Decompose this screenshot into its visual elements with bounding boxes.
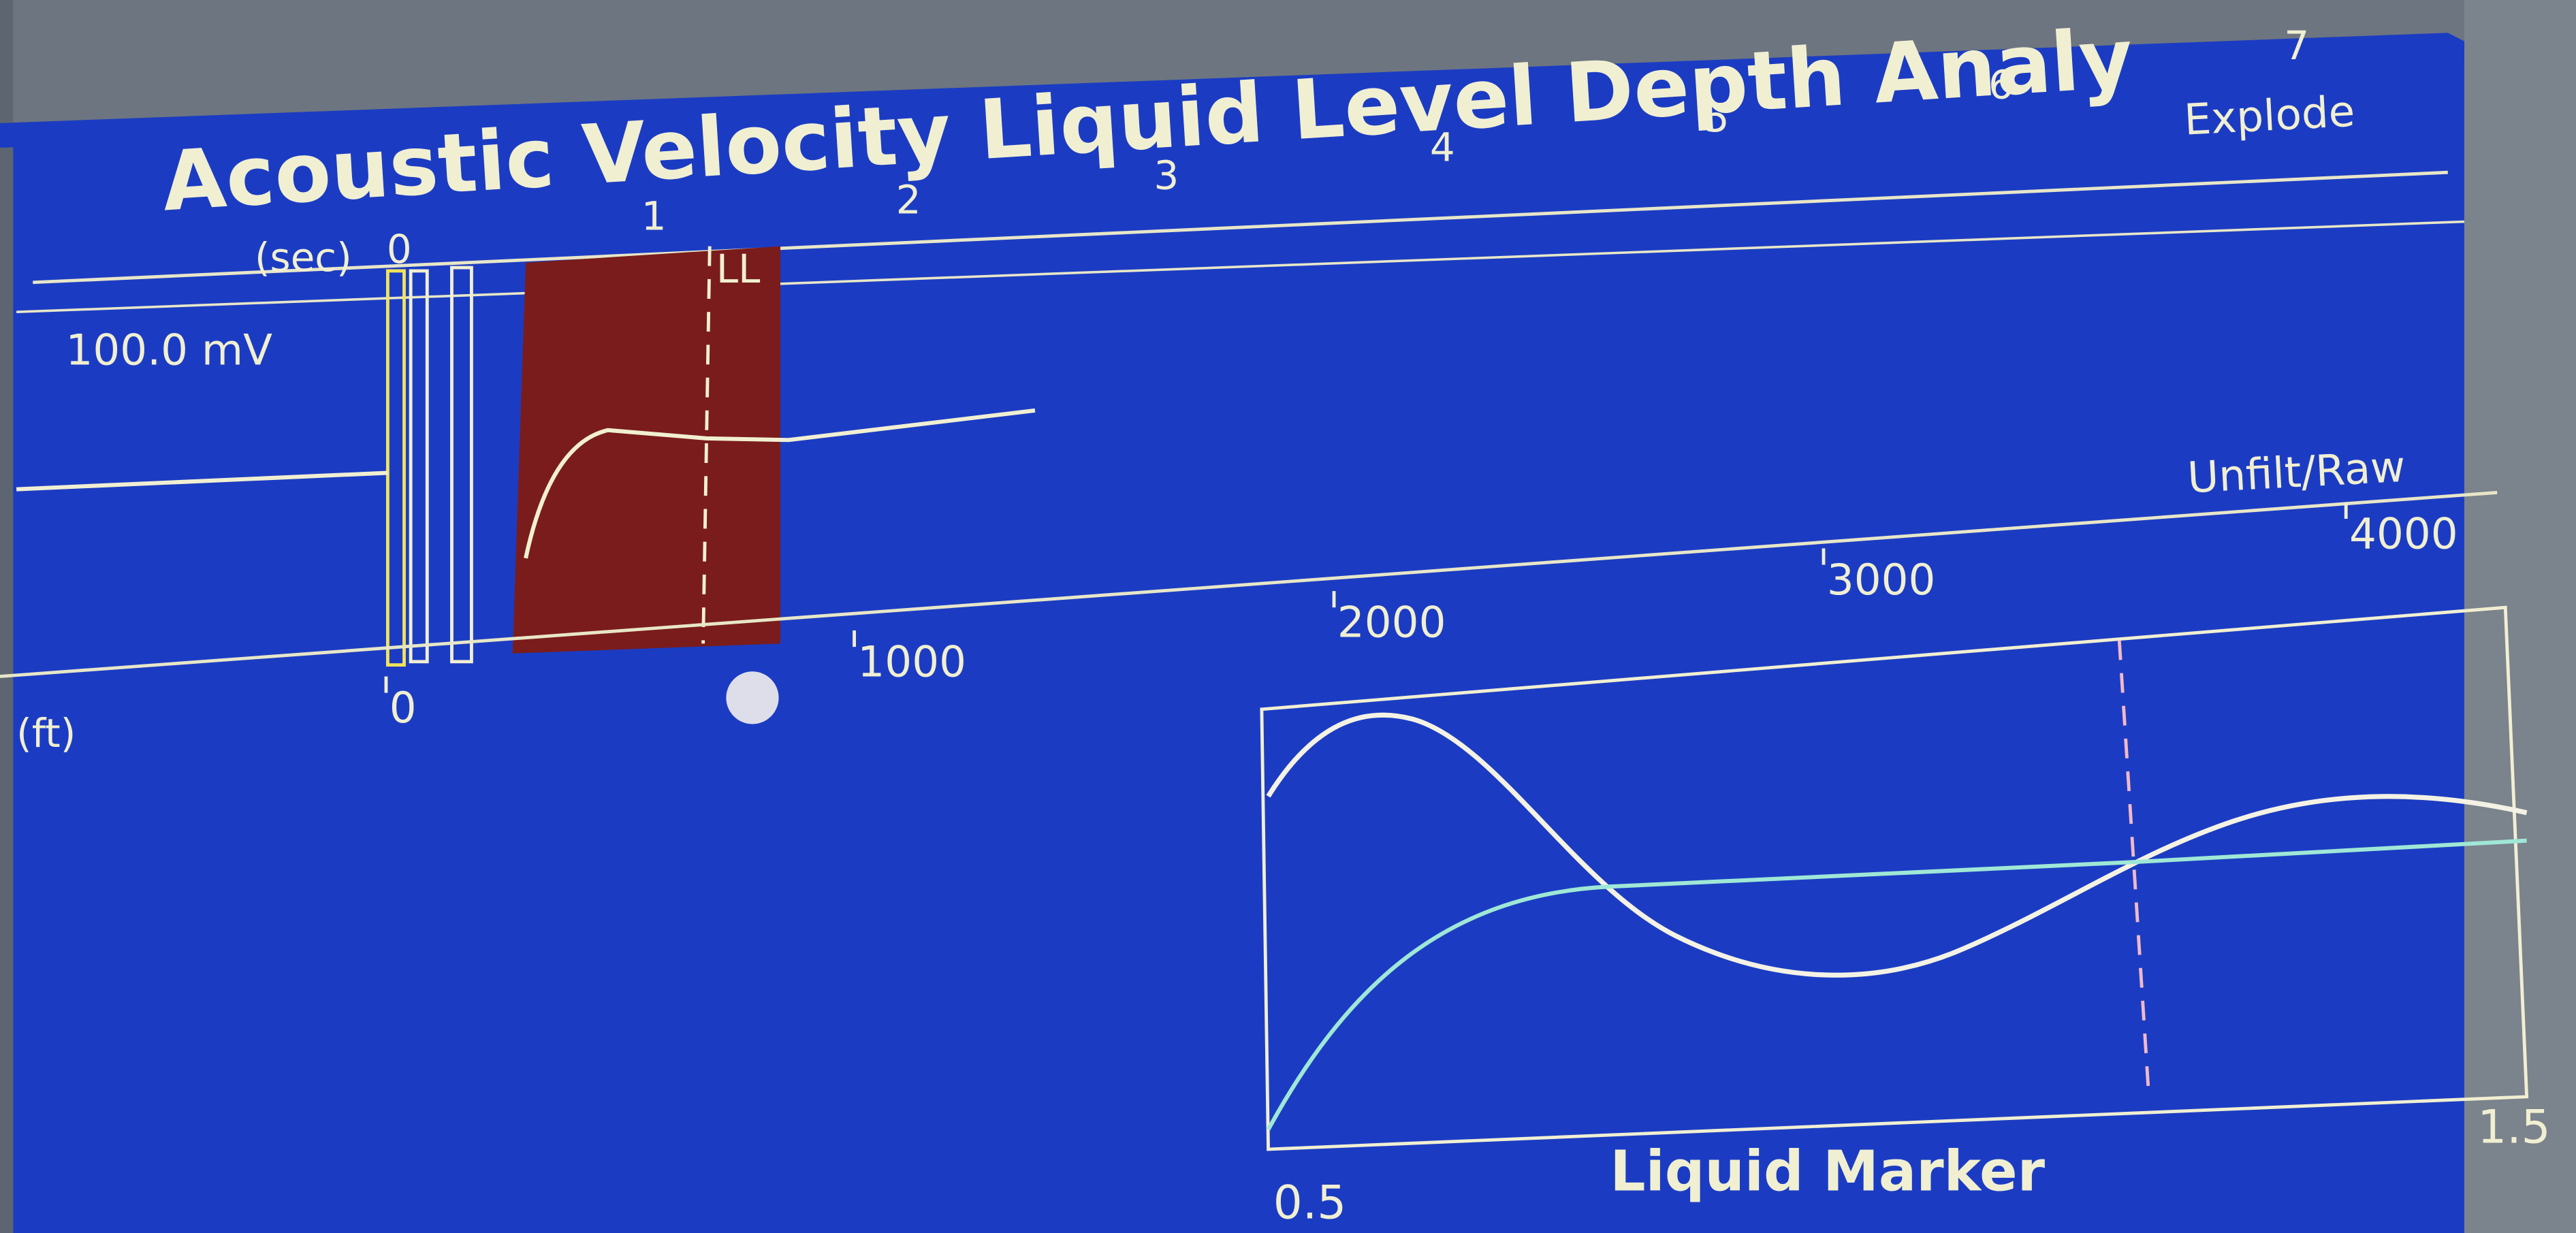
- depth-tick-label: 4000: [2349, 509, 2458, 558]
- inset-x-end: 1.5: [2477, 1100, 2550, 1153]
- liquid-level-label: LL: [716, 246, 761, 292]
- inset-x-start: 0.5: [1273, 1175, 1346, 1229]
- time-axis-unit: (sec): [255, 234, 352, 281]
- inset-title: Liquid Marker: [1610, 1139, 2045, 1204]
- bezel-left: [0, 0, 13, 1233]
- device-screen: Acoustic Velocity Liquid Level Depth Ana…: [0, 0, 2576, 1233]
- depth-tick-label: 3000: [1827, 555, 1936, 605]
- body: Acoustic Velocity Liquid Level Depth Ana…: [0, 0, 2576, 1233]
- depth-tick-label: 1000: [857, 637, 966, 687]
- glare: [726, 671, 778, 724]
- time-tick-label: 7: [2284, 22, 2309, 69]
- depth-tick-label: 2000: [1337, 598, 1446, 647]
- bezel-right: [2464, 0, 2576, 1233]
- time-tick-label: 6: [1988, 62, 2014, 108]
- time-tick-label: 5: [1704, 95, 1730, 141]
- page: Acoustic Velocity Liquid Level Depth Ana…: [0, 0, 2576, 1233]
- depth-axis-unit: (ft): [16, 710, 76, 756]
- time-tick-label: 4: [1430, 124, 1455, 170]
- time-tick-label: 0: [387, 226, 412, 272]
- gain-label: 100.0 mV: [66, 325, 273, 374]
- liquid-level-window: [513, 246, 780, 654]
- time-tick-label: 3: [1154, 152, 1179, 198]
- explode-button[interactable]: Explode: [2183, 86, 2356, 145]
- time-tick-label: 1: [641, 193, 667, 240]
- time-tick-label: 2: [896, 177, 921, 223]
- depth-tick-label: 0: [389, 683, 417, 733]
